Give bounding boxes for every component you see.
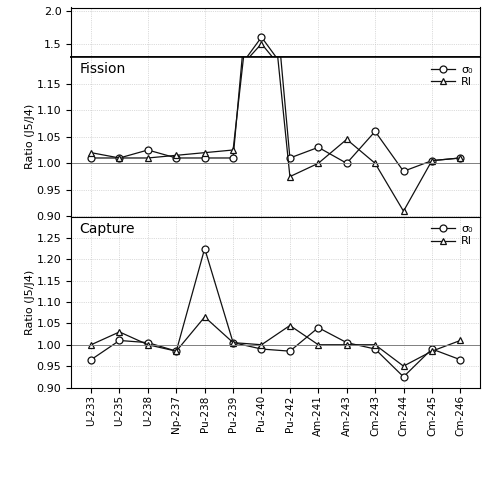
Y-axis label: Ratio (J5/J4): Ratio (J5/J4) (26, 104, 35, 170)
Legend: σ₀, RI: σ₀, RI (429, 62, 475, 89)
Legend: σ₀, RI: σ₀, RI (429, 222, 475, 248)
Y-axis label: Ratio (J5/J4): Ratio (J5/J4) (26, 270, 35, 334)
Text: Fission: Fission (80, 62, 126, 76)
Text: Capture: Capture (80, 222, 135, 235)
